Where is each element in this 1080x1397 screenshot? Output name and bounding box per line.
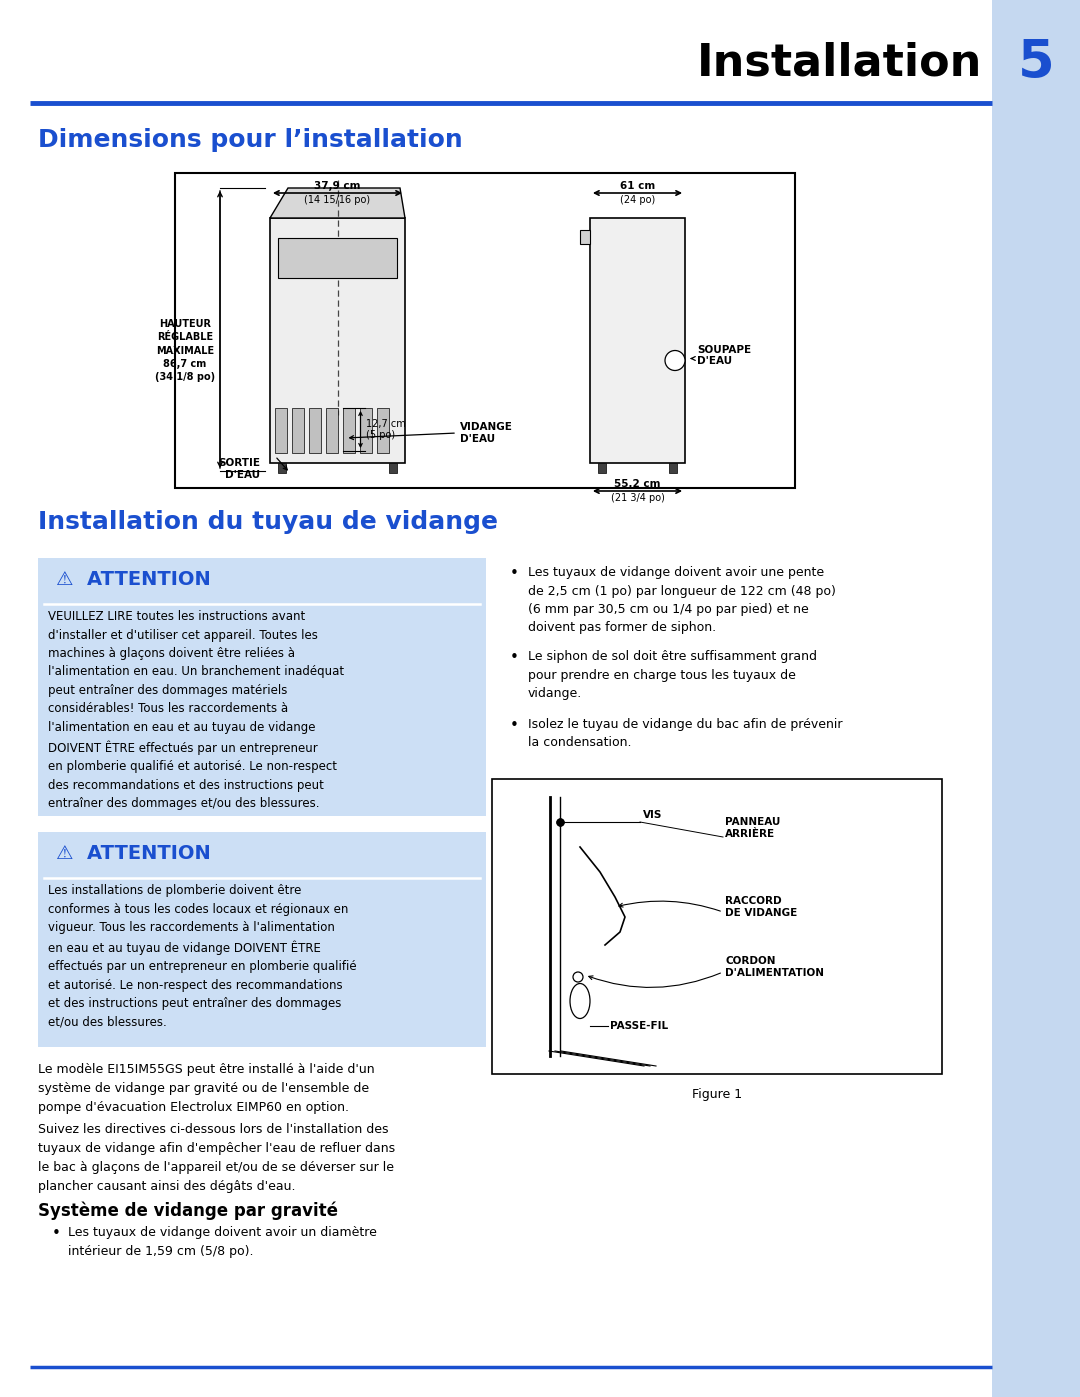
Text: 5: 5	[1017, 36, 1054, 88]
Circle shape	[573, 972, 583, 982]
Text: Le siphon de sol doit être suffisamment grand
pour prendre en charge tous les tu: Le siphon de sol doit être suffisamment …	[528, 650, 816, 700]
Bar	[278, 237, 397, 278]
Text: •: •	[510, 718, 518, 733]
Bar	[326, 408, 338, 453]
Bar	[343, 408, 355, 453]
Bar	[38, 557, 486, 816]
Bar	[993, 0, 1080, 1397]
Bar	[275, 408, 287, 453]
Bar	[580, 231, 590, 244]
Bar	[669, 462, 677, 474]
Text: RACCORD
DE VIDANGE: RACCORD DE VIDANGE	[725, 897, 797, 918]
Text: •: •	[52, 1227, 60, 1241]
Text: Les tuyaux de vidange doivent avoir une pente
de 2,5 cm (1 po) par longueur de 1: Les tuyaux de vidange doivent avoir une …	[528, 566, 836, 634]
Text: VEUILLEZ LIRE toutes les instructions avant
d'installer et d'utiliser cet appare: VEUILLEZ LIRE toutes les instructions av…	[48, 610, 345, 810]
Bar	[278, 462, 286, 474]
Text: PANNEAU
ARRIÈRE: PANNEAU ARRIÈRE	[725, 817, 781, 838]
Text: 12,7 cm
(5 po): 12,7 cm (5 po)	[366, 419, 406, 440]
Text: Système de vidange par gravité: Système de vidange par gravité	[38, 1201, 338, 1220]
Text: Dimensions pour l’installation: Dimensions pour l’installation	[38, 129, 462, 152]
Text: (14 15/16 po): (14 15/16 po)	[305, 196, 370, 205]
Text: 37,9 cm: 37,9 cm	[314, 182, 361, 191]
Text: SOUPAPE
D'EAU: SOUPAPE D'EAU	[697, 345, 751, 366]
Bar	[598, 462, 606, 474]
Bar	[377, 408, 389, 453]
Text: Figure 1: Figure 1	[692, 1088, 742, 1101]
Text: Isolez le tuyau de vidange du bac afin de prévenir
la condensation.: Isolez le tuyau de vidange du bac afin d…	[528, 718, 842, 750]
Text: Les installations de plomberie doivent être
conformes à tous les codes locaux et: Les installations de plomberie doivent ê…	[48, 884, 356, 1028]
Text: (21 3/4 po): (21 3/4 po)	[610, 493, 664, 503]
Text: SORTIE
D'EAU: SORTIE D'EAU	[218, 458, 260, 479]
Bar	[292, 408, 303, 453]
Text: VIS: VIS	[643, 810, 662, 820]
Circle shape	[665, 351, 685, 370]
Text: (24 po): (24 po)	[620, 196, 656, 205]
Text: Installation du tuyau de vidange: Installation du tuyau de vidange	[38, 510, 498, 534]
Bar	[492, 780, 942, 1074]
Text: Le modèle EI15IM55GS peut être installé à l'aide d'un
système de vidange par gra: Le modèle EI15IM55GS peut être installé …	[38, 1063, 375, 1113]
Bar	[360, 408, 372, 453]
Text: CORDON
D'ALIMENTATION: CORDON D'ALIMENTATION	[725, 956, 824, 978]
Text: •: •	[510, 650, 518, 665]
Bar	[270, 218, 405, 462]
Text: Les tuyaux de vidange doivent avoir un diamètre
intérieur de 1,59 cm (5/8 po).: Les tuyaux de vidange doivent avoir un d…	[68, 1227, 377, 1257]
Bar	[590, 218, 685, 462]
Bar	[38, 833, 486, 1046]
Text: •: •	[510, 566, 518, 581]
Ellipse shape	[570, 983, 590, 1018]
Text: Installation: Installation	[697, 41, 982, 84]
Text: Suivez les directives ci-dessous lors de l'installation des
tuyaux de vidange af: Suivez les directives ci-dessous lors de…	[38, 1123, 395, 1193]
Bar	[175, 173, 795, 488]
Text: 55,2 cm: 55,2 cm	[615, 479, 661, 489]
Text: ⚠  ATTENTION: ⚠ ATTENTION	[56, 844, 211, 863]
Text: 61 cm: 61 cm	[620, 182, 656, 191]
Bar	[309, 408, 321, 453]
Text: VIDANGE
D'EAU: VIDANGE D'EAU	[460, 422, 513, 444]
Polygon shape	[270, 189, 405, 218]
Bar	[389, 462, 397, 474]
Text: HAUTEUR
RÉGLABLE
MAXIMALE
86,7 cm
(34 1/8 po): HAUTEUR RÉGLABLE MAXIMALE 86,7 cm (34 1/…	[154, 319, 215, 381]
Text: ⚠  ATTENTION: ⚠ ATTENTION	[56, 570, 211, 590]
Text: PASSE-FIL: PASSE-FIL	[610, 1021, 669, 1031]
